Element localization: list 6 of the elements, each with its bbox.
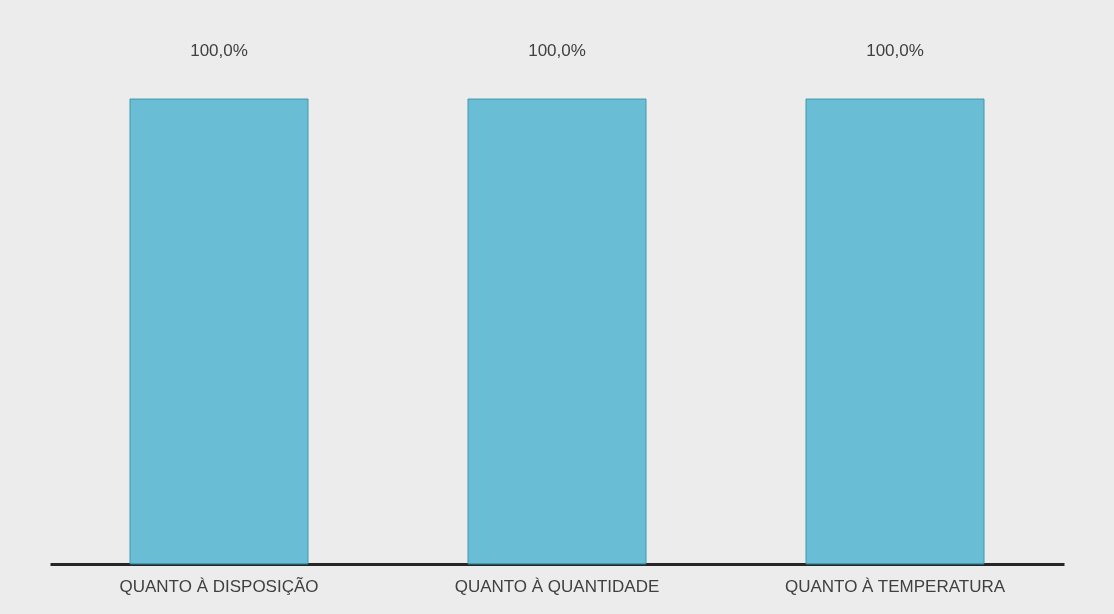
x-tick-label: QUANTO À DISPOSIÇÃO xyxy=(119,576,319,596)
data-label: 100,0% xyxy=(528,41,586,61)
x-tick-label: QUANTO À TEMPERATURA xyxy=(784,576,1006,596)
data-label: 100,0% xyxy=(190,41,248,61)
data-label: 100,0% xyxy=(866,41,924,61)
x-tick-label: QUANTO À QUANTIDADE xyxy=(454,576,660,596)
